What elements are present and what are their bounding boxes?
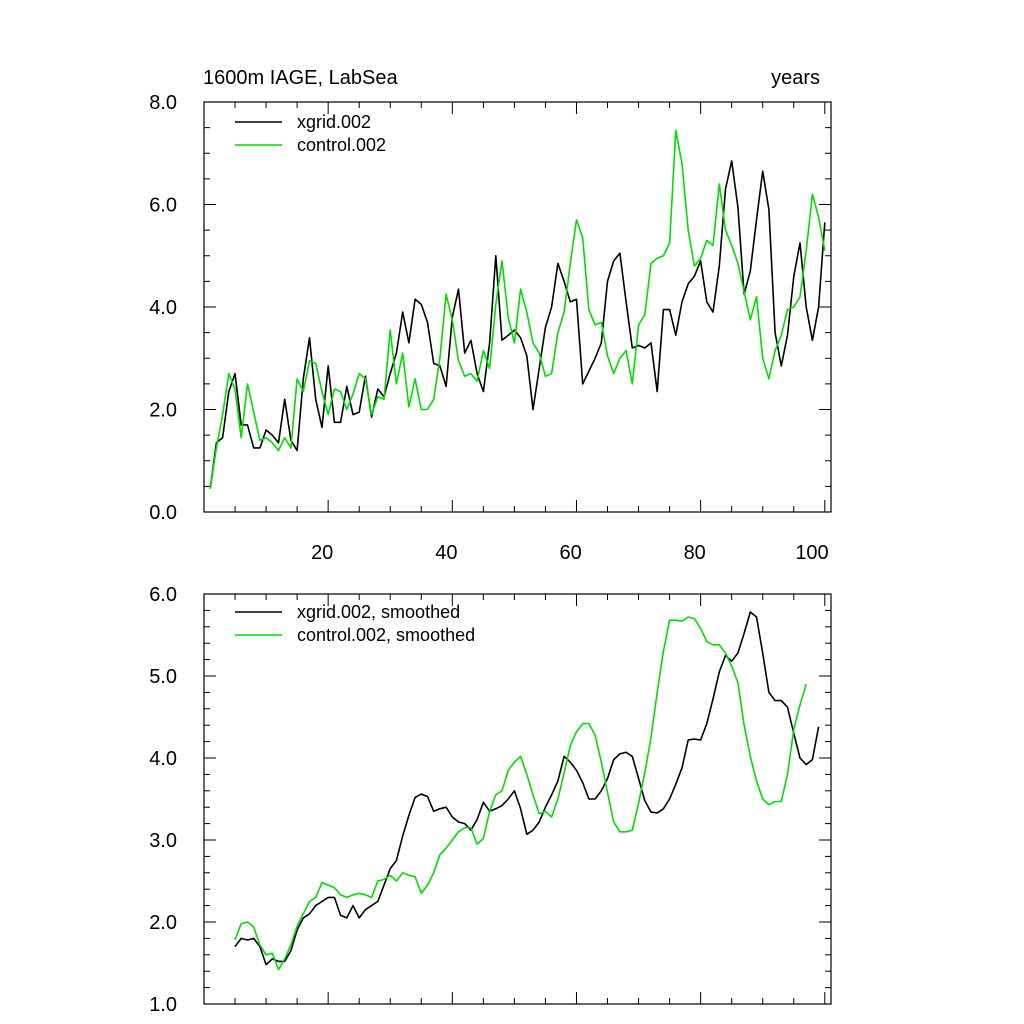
top-x-tick-label: 40 <box>435 542 457 564</box>
top-y-tick-label: 2.0 <box>149 400 177 422</box>
bottom-y-tick-label: 4.0 <box>149 748 177 770</box>
bottom-y-tick-label: 3.0 <box>149 830 177 852</box>
top-y-tick-label: 6.0 <box>149 195 177 217</box>
bottom-panel: 1.0 2.0 3.0 4.0 5.0 6.0 xgrid.002, smoot… <box>149 584 832 1016</box>
top-series-line-xgrid <box>209 160 826 490</box>
bottom-legend-label-xgrid-smoothed: xgrid.002, smoothed <box>297 602 460 622</box>
top-panel-title: 1600m IAGE, LabSea <box>203 67 398 89</box>
bottom-y-tick-label: 2.0 <box>149 912 177 934</box>
top-panel: 1600m IAGE, LabSea years 0.0 2.0 4.0 6.0… <box>149 67 832 564</box>
top-x-tick-label: 60 <box>559 542 581 564</box>
bottom-series-line-xgrid-smoothed <box>234 611 820 966</box>
top-x-tick-label: 80 <box>684 542 706 564</box>
top-y-tick-label: 0.0 <box>149 502 177 524</box>
bottom-y-tick-label: 6.0 <box>149 584 177 606</box>
bottom-y-tick-labels: 1.0 2.0 3.0 4.0 5.0 6.0 <box>149 584 177 1016</box>
top-x-tick-label: 100 <box>795 542 828 564</box>
top-legend-label-xgrid: xgrid.002 <box>297 112 371 132</box>
top-x-tick-labels: 20 40 60 80 100 <box>311 542 829 564</box>
top-y-tick-label: 8.0 <box>149 92 177 114</box>
bottom-series <box>234 611 820 971</box>
top-legend: xgrid.002 control.002 <box>235 112 386 155</box>
bottom-y-tick-label: 1.0 <box>149 994 177 1016</box>
bottom-legend-label-control-smoothed: control.002, smoothed <box>297 625 475 645</box>
top-legend-label-control: control.002 <box>297 135 386 155</box>
top-axis-ticks <box>204 101 831 513</box>
top-series <box>209 129 826 490</box>
top-x-tick-label: 20 <box>311 542 333 564</box>
top-panel-right-title: years <box>771 67 820 89</box>
bottom-plot-frame <box>203 593 832 1005</box>
top-y-tick-label: 4.0 <box>149 297 177 319</box>
top-plot-frame <box>203 101 832 513</box>
bottom-axis-ticks <box>204 593 831 1005</box>
bottom-y-tick-label: 5.0 <box>149 666 177 688</box>
bottom-legend: xgrid.002, smoothed control.002, smoothe… <box>235 602 475 645</box>
top-y-tick-labels: 0.0 2.0 4.0 6.0 8.0 <box>149 92 177 524</box>
top-series-line-control <box>209 129 826 490</box>
bottom-series-line-control-smoothed <box>234 616 807 971</box>
